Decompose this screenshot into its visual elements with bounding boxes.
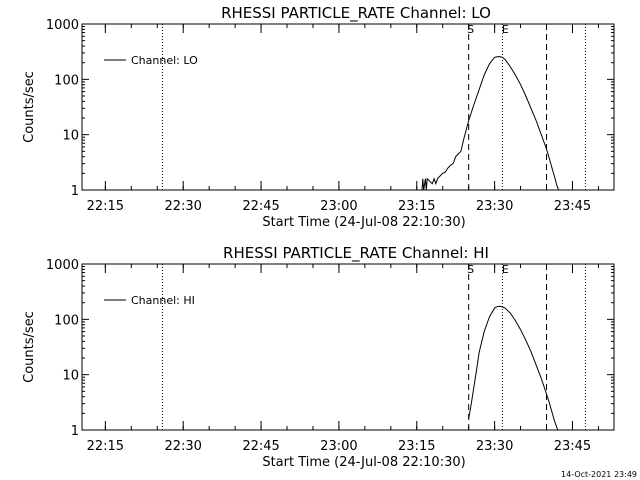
plot-frame bbox=[81, 263, 615, 431]
footer-timestamp: 14-Oct-2021 23:49 bbox=[561, 470, 637, 479]
x-tick-label: 22:15 bbox=[87, 439, 124, 454]
x-axis: 22:15 22:30 22:45 23:00 23:15 23:30 23:45 bbox=[87, 264, 599, 454]
x-tick-label: 22:15 bbox=[87, 199, 124, 214]
y-axis: 1 10 100 1000 bbox=[46, 18, 614, 199]
annotation-label: E bbox=[502, 23, 509, 36]
x-tick-label: 23:00 bbox=[320, 439, 357, 454]
y-axis-label: Counts/sec bbox=[22, 71, 37, 143]
y-tick-label: 10 bbox=[62, 129, 79, 144]
annotation-label: S bbox=[467, 263, 474, 276]
annotation-label: S bbox=[467, 23, 474, 36]
series-line bbox=[468, 305, 559, 431]
x-tick-label: 22:45 bbox=[242, 199, 279, 214]
y-axis-label: Counts/sec bbox=[22, 311, 37, 383]
y-tick-label: 100 bbox=[54, 73, 79, 88]
x-tick-label: 22:30 bbox=[164, 439, 201, 454]
x-tick-label: 22:30 bbox=[164, 199, 201, 214]
x-tick-label: 22:45 bbox=[242, 439, 279, 454]
x-tick-label: 23:00 bbox=[320, 199, 357, 214]
chart-title: RHESSI PARTICLE_RATE Channel: HI bbox=[223, 244, 489, 263]
y-axis: 1 10 100 1000 bbox=[46, 258, 614, 439]
legend-label: Channel: LO bbox=[131, 54, 198, 67]
y-tick-label: 1 bbox=[71, 424, 79, 439]
legend: Channel: LO bbox=[104, 54, 198, 67]
chart-panel-hi: RHESSI PARTICLE_RATE Channel: HI 1 10 100 10… bbox=[22, 244, 615, 470]
x-axis: 22:15 22:30 22:45 23:00 23:15 23:30 23:45 bbox=[87, 24, 599, 214]
x-tick-label: 23:45 bbox=[554, 439, 591, 454]
legend-label: Channel: HI bbox=[131, 294, 195, 307]
x-axis-label: Start Time (24-Jul-08 22:10:30) bbox=[262, 215, 465, 230]
y-tick-label: 100 bbox=[54, 313, 79, 328]
legend: Channel: HI bbox=[104, 294, 195, 307]
y-tick-label: 10 bbox=[62, 369, 79, 384]
x-tick-label: 23:15 bbox=[398, 199, 435, 214]
chart-panel-lo: RHESSI PARTICLE_RATE Channel: LO 1 10 100 10… bbox=[22, 4, 615, 230]
series-line bbox=[421, 56, 560, 191]
x-tick-label: 23:15 bbox=[398, 439, 435, 454]
annotation-label: E bbox=[502, 263, 509, 276]
chart-title: RHESSI PARTICLE_RATE Channel: LO bbox=[221, 4, 491, 23]
y-tick-label: 1000 bbox=[46, 18, 79, 33]
x-tick-label: 23:30 bbox=[476, 439, 513, 454]
y-tick-label: 1000 bbox=[46, 258, 79, 273]
x-tick-label: 23:45 bbox=[554, 199, 591, 214]
x-tick-label: 23:30 bbox=[476, 199, 513, 214]
x-axis-label: Start Time (24-Jul-08 22:10:30) bbox=[262, 455, 465, 470]
y-tick-label: 1 bbox=[71, 184, 79, 199]
plot-frame bbox=[81, 23, 615, 191]
